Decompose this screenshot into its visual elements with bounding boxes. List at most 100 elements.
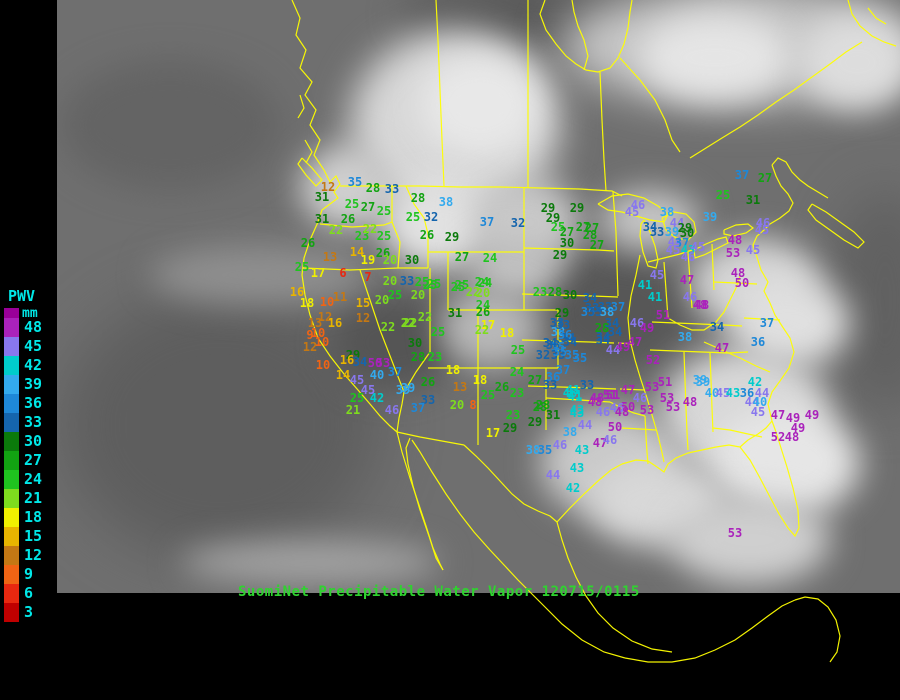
station-value: 17 [486, 427, 500, 439]
station-value: 39 [401, 382, 415, 394]
station-value: 36 [751, 336, 765, 348]
station-value: 18 [473, 374, 487, 386]
station-value: 41 [568, 389, 582, 401]
station-value: 27 [455, 251, 469, 263]
station-value: 45 [666, 244, 680, 256]
station-value: 46 [631, 199, 645, 211]
station-value: 28 [411, 192, 425, 204]
station-value: 51 [606, 389, 620, 401]
legend-entry: 30 [4, 432, 60, 451]
station-value: 37 [480, 216, 494, 228]
station-value: 48 [615, 406, 629, 418]
legend-value-label: 27 [24, 451, 42, 470]
station-value: 28 [411, 351, 425, 363]
station-value: 30 [563, 289, 577, 301]
station-value: 37 [411, 402, 425, 414]
station-value: 51 [656, 309, 670, 321]
station-value: 25 [345, 198, 359, 210]
station-value: 46 [756, 217, 770, 229]
legend-value-label: 33 [24, 413, 42, 432]
legend-entry: 48 [4, 318, 60, 337]
station-value: 25 [377, 205, 391, 217]
station-value: 48 [683, 396, 697, 408]
legend-entry: 33 [4, 413, 60, 432]
legend-color-swatch [4, 356, 19, 375]
station-value: 35 [538, 444, 552, 456]
legend-value-label: 12 [24, 546, 42, 565]
station-value: 12 [356, 312, 370, 324]
station-value: 26 [421, 376, 435, 388]
station-value: 21 [346, 404, 360, 416]
station-value: 15 [356, 297, 370, 309]
legend-color-swatch [4, 584, 19, 603]
station-value: 22 [381, 321, 395, 333]
station-value: 42 [370, 392, 384, 404]
station-value: 24 [510, 366, 524, 378]
legend-color-swatch [4, 337, 19, 356]
caption: SuomiNet Precipitable Water Vapor 120715… [238, 584, 640, 600]
station-value: 48 [728, 234, 742, 246]
station-value: 20 [383, 275, 397, 287]
station-value: 44 [546, 469, 560, 481]
station-value: 46 [603, 434, 617, 446]
station-value: 45 [751, 406, 765, 418]
legend-overflow-swatch [4, 308, 19, 318]
station-value: 31 [746, 194, 760, 206]
legend-color-swatch [4, 470, 19, 489]
station-value: 26 [301, 237, 315, 249]
legend-value-label: 21 [24, 489, 42, 508]
station-value: 33 [400, 275, 414, 287]
station-value: 25 [377, 230, 391, 242]
legend-entry: 42 [4, 356, 60, 375]
station-value: 22 [418, 311, 432, 323]
legend-color-swatch [4, 508, 19, 527]
station-value: 24 [483, 252, 497, 264]
station-value: 42 [566, 482, 580, 494]
station-value: 18 [300, 297, 314, 309]
station-value: 34 [710, 321, 724, 333]
station-value: 30 [408, 337, 422, 349]
station-value: 29 [528, 416, 542, 428]
station-value: 14 [336, 369, 350, 381]
station-value: 32 [536, 349, 550, 361]
legend-color-swatch [4, 603, 19, 622]
station-value: 27 [528, 374, 542, 386]
station-value: 20 [411, 289, 425, 301]
station-value: 49 [640, 322, 654, 334]
station-value: 27 [758, 172, 772, 184]
station-value: 6 [339, 267, 346, 279]
station-value: 48 [693, 299, 707, 311]
station-value: 31 [315, 191, 329, 203]
station-value: 46 [553, 439, 567, 451]
station-value: 25 [481, 389, 495, 401]
legend-title: PWV [8, 289, 60, 304]
legend-rows: 48454239363330272421181512963 [4, 308, 60, 622]
legend-color-swatch [4, 546, 19, 565]
station-value: 53 [726, 247, 740, 259]
station-value: 32 [424, 211, 438, 223]
station-value: 44 [578, 419, 592, 431]
station-value: 39 [703, 211, 717, 223]
station-value: 20 [383, 254, 397, 266]
station-value: 25 [451, 281, 465, 293]
station-value: 22 [475, 324, 489, 336]
station-value: 53 [728, 527, 742, 539]
station-value: 12 [303, 341, 317, 353]
station-value: 25 [295, 261, 309, 273]
station-value: 38 [678, 331, 692, 343]
station-value: 19 [361, 254, 375, 266]
station-value: 37 [760, 317, 774, 329]
station-value: 47 [680, 274, 694, 286]
legend-entry: 12 [4, 546, 60, 565]
legend-value-label: 18 [24, 508, 42, 527]
station-value: 37 [611, 301, 625, 313]
station-value: 23 [533, 286, 547, 298]
station-value: 52 [646, 354, 660, 366]
station-value: 32 [511, 217, 525, 229]
station-value: 25 [406, 211, 420, 223]
station-value: 37 [735, 169, 749, 181]
station-value: 11 [333, 291, 347, 303]
station-value: 38 [439, 196, 453, 208]
station-value: 25 [716, 189, 730, 201]
legend-color-swatch [4, 527, 19, 546]
